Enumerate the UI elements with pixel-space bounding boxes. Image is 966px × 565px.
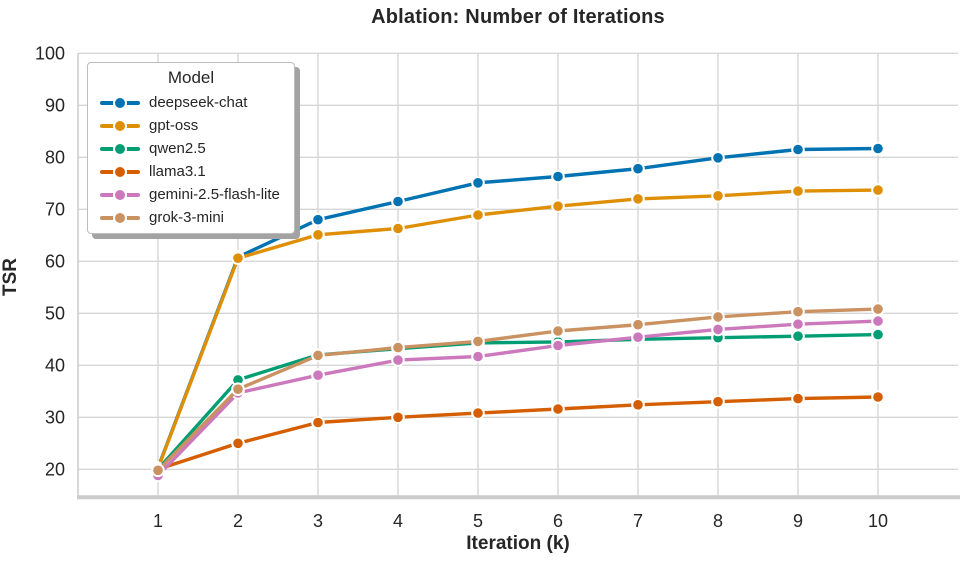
series-llama3.1-marker — [631, 398, 645, 412]
x-tick-label: 4 — [393, 511, 403, 531]
series-llama3.1-marker — [391, 410, 405, 425]
series-deepseek-chat-marker — [631, 161, 645, 176]
series-llama3.1-marker — [551, 402, 565, 416]
legend-label: deepseek-chat — [149, 94, 248, 111]
legend-item-gemini-2.5-flash-lite: gemini-2.5-flash-lite — [88, 183, 294, 206]
x-tick-label: 1 — [153, 511, 163, 531]
series-gpt-oss-marker — [231, 251, 245, 266]
series-gpt-oss-marker — [871, 183, 885, 197]
series-llama3.1-marker — [711, 394, 725, 409]
legend-marker-icon — [100, 187, 140, 203]
y-tick-label: 70 — [45, 199, 65, 219]
series-gpt-oss-marker — [311, 228, 325, 242]
legend-label: gemini-2.5-flash-lite — [149, 186, 280, 203]
series-grok-3-mini-marker — [631, 317, 645, 332]
legend: Model deepseek-chat gpt-oss qwen2.5 llama3.… — [87, 62, 295, 234]
series-gemini-2.5-flash-lite-marker — [711, 322, 725, 337]
legend-label: qwen2.5 — [149, 140, 206, 157]
series-gemini-2.5-flash-lite-marker — [391, 353, 405, 367]
series-deepseek-chat-marker — [551, 169, 565, 184]
series-gpt-oss-marker — [631, 192, 645, 206]
series-grok-3-mini-marker — [711, 310, 725, 324]
legend-marker-icon — [100, 95, 140, 111]
chart-title: Ablation: Number of Iterations — [371, 6, 665, 28]
series-gemini-2.5-flash-lite-marker — [471, 349, 485, 364]
y-tick-label: 20 — [45, 459, 65, 479]
series-gemini-2.5-flash-lite-marker — [871, 314, 885, 328]
legend-title: Model — [167, 68, 215, 87]
y-tick-label: 60 — [45, 251, 65, 271]
series-llama3.1-line — [156, 395, 880, 471]
series-grok-3-mini-marker — [231, 382, 245, 397]
series-gemini-2.5-flash-lite-line — [156, 319, 880, 478]
y-tick-label: 50 — [45, 303, 65, 323]
series-grok-3-mini-marker — [791, 304, 805, 319]
series-grok-3-mini-marker — [391, 340, 405, 355]
x-tick-label: 3 — [313, 511, 323, 531]
series-grok-3-mini-marker — [151, 463, 165, 478]
series-grok-3-mini-line — [156, 307, 880, 472]
y-tick-label: 80 — [45, 147, 65, 167]
series-gpt-oss-marker — [791, 184, 805, 198]
x-tick-label: 9 — [793, 511, 803, 531]
series-deepseek-chat-marker — [791, 142, 805, 157]
y-tick-label: 30 — [45, 407, 65, 427]
legend-item-qwen2.5: qwen2.5 — [88, 137, 294, 160]
series-deepseek-chat-marker — [711, 151, 725, 165]
legend-item-deepseek-chat: deepseek-chat — [88, 91, 294, 114]
series-llama3.1-marker — [871, 390, 885, 404]
legend-marker-icon — [100, 210, 140, 226]
series-llama3.1-marker — [231, 436, 245, 451]
series-qwen2.5-marker — [871, 327, 885, 342]
series-gemini-2.5-flash-lite-marker — [791, 317, 805, 332]
legend-item-grok-3-mini: grok-3-mini — [88, 206, 294, 229]
series-gpt-oss-line — [156, 188, 880, 470]
series-gemini-2.5-flash-lite-marker — [311, 368, 325, 383]
legend-label: grok-3-mini — [149, 209, 225, 226]
y-tick-label: 90 — [45, 95, 65, 115]
legend-item-llama3.1: llama3.1 — [88, 160, 294, 183]
legend-items: deepseek-chat gpt-oss qwen2.5 llama3.1 gemin… — [88, 91, 294, 229]
legend-marker-icon — [100, 141, 140, 157]
series-deepseek-chat-marker — [471, 176, 485, 190]
series-llama3.1-marker — [471, 406, 485, 420]
y-axis-label-text: TSR — [0, 258, 21, 296]
series-deepseek-chat-line — [156, 146, 880, 470]
series-qwen2.5-marker — [791, 329, 805, 344]
x-tick-label: 8 — [713, 511, 723, 531]
series-gemini-2.5-flash-lite-marker — [551, 338, 565, 353]
series-grok-3-mini-marker — [471, 334, 485, 349]
legend-item-gpt-oss: gpt-oss — [88, 114, 294, 137]
legend-label: gpt-oss — [149, 117, 199, 134]
series-gpt-oss-marker — [711, 189, 725, 203]
x-tick-label: 6 — [553, 511, 563, 531]
x-tick-label: 7 — [633, 511, 643, 531]
series-llama3.1-marker — [791, 391, 805, 406]
series-grok-3-mini-marker — [311, 348, 325, 363]
series-gemini-2.5-flash-lite-marker — [631, 330, 645, 345]
series-deepseek-chat-marker — [871, 141, 885, 156]
x-tick-label: 10 — [868, 511, 888, 531]
legend-label: llama3.1 — [149, 163, 206, 180]
series-gpt-oss-marker — [391, 221, 405, 236]
legend-marker-icon — [100, 118, 140, 134]
series-gpt-oss-marker — [471, 208, 485, 222]
x-axis-label: Iteration (k) — [466, 533, 570, 554]
series-deepseek-chat-marker — [311, 212, 325, 227]
y-tick-label: 40 — [45, 355, 65, 375]
series-grok-3-mini-marker — [871, 302, 885, 316]
series-deepseek-chat-marker — [391, 194, 405, 209]
series-qwen2.5-line — [156, 332, 880, 471]
series-grok-3-mini-marker — [551, 324, 565, 338]
legend-marker-icon — [100, 164, 140, 180]
y-tick-label: 100 — [35, 43, 65, 63]
series-gpt-oss-marker — [551, 199, 565, 213]
x-tick-label: 5 — [473, 511, 483, 531]
x-tick-label: 2 — [233, 511, 243, 531]
series-llama3.1-marker — [311, 415, 325, 430]
